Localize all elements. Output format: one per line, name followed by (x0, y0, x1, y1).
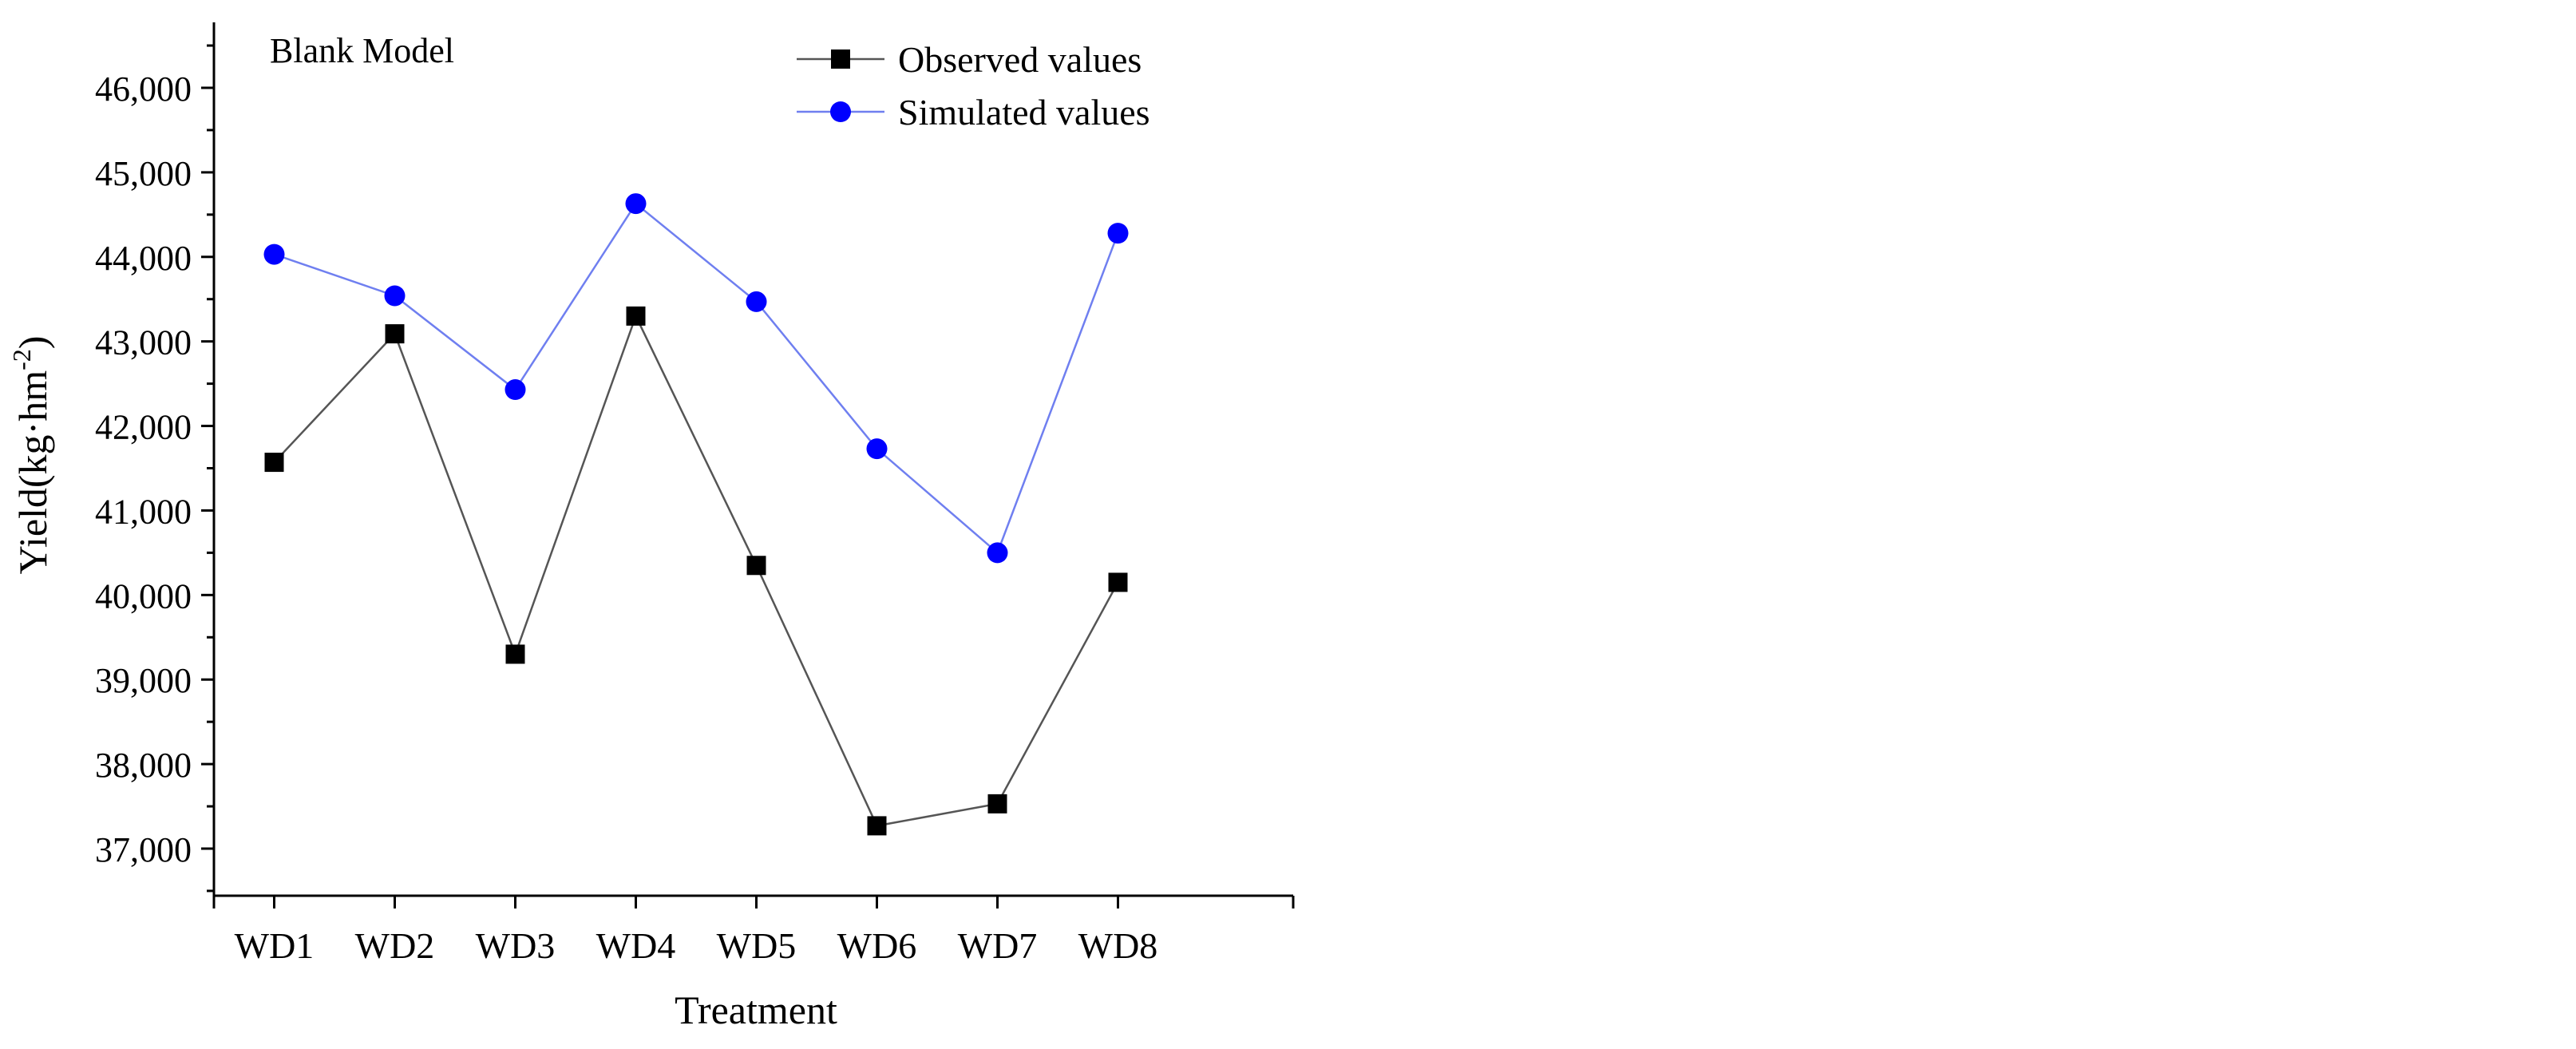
data-point-observed (746, 556, 766, 576)
y-tick-label: 42,000 (95, 408, 192, 447)
y-tick-label: 44,000 (95, 239, 192, 278)
y-tick-label: 38,000 (95, 746, 192, 785)
y-tick-label: 43,000 (95, 323, 192, 362)
data-point-simulated (263, 243, 285, 265)
y-axis-label-main: Yield(kg·hm (10, 370, 55, 575)
data-point-observed (626, 306, 646, 326)
x-tick-label: WD2 (355, 925, 435, 966)
y-tick-label: 46,000 (95, 69, 192, 109)
x-axis-label: Treatment (675, 988, 837, 1032)
x-tick-label: WD7 (958, 925, 1038, 966)
legend-marker-simulated (830, 101, 851, 122)
x-tick-label: WD5 (717, 925, 797, 966)
x-tick-label: WD6 (837, 925, 917, 966)
x-tick-label: WD8 (1078, 925, 1158, 966)
legend: Observed values Simulated values (797, 39, 1150, 133)
y-axis-label: Yield(kg·hm-2) (7, 336, 55, 575)
y-tick-label: 39,000 (95, 661, 192, 700)
x-tick-label: WD3 (476, 925, 556, 966)
data-point-simulated (866, 438, 888, 460)
chart-title: Blank Model (270, 31, 454, 70)
legend-label: Simulated values (898, 92, 1150, 133)
data-point-simulated (384, 285, 406, 307)
y-tick-label: 40,000 (95, 576, 192, 616)
data-point-observed (987, 794, 1007, 813)
axes: 37,000 38,000 39,000 40,000 41,000 42,000 43,0… (95, 22, 1295, 966)
data-point-observed (505, 644, 525, 664)
data-point-simulated (746, 291, 767, 312)
data-point-observed (867, 816, 887, 836)
legend-marker-observed (831, 49, 850, 69)
data-point-observed (385, 324, 405, 344)
y-axis-label-superscript: -2 (7, 349, 36, 370)
y-tick-label: 37,000 (95, 830, 192, 869)
legend-label: Observed values (898, 39, 1142, 80)
series-line-2 (274, 202, 1119, 555)
data-point-simulated (1107, 223, 1129, 244)
data-point-observed (1108, 572, 1128, 592)
series-line-1 (273, 313, 1119, 827)
y-tick-label: 41,000 (95, 492, 192, 531)
data-point-simulated (505, 379, 526, 401)
y-axis-label-close: ) (10, 336, 55, 350)
x-tick-label: WD4 (596, 925, 676, 966)
series-layer (263, 193, 1129, 836)
data-point-simulated (987, 542, 1008, 564)
data-point-observed (264, 453, 284, 473)
y-tick-label: 45,000 (95, 154, 192, 193)
data-point-simulated (625, 193, 647, 215)
x-tick-label: WD1 (235, 925, 315, 966)
